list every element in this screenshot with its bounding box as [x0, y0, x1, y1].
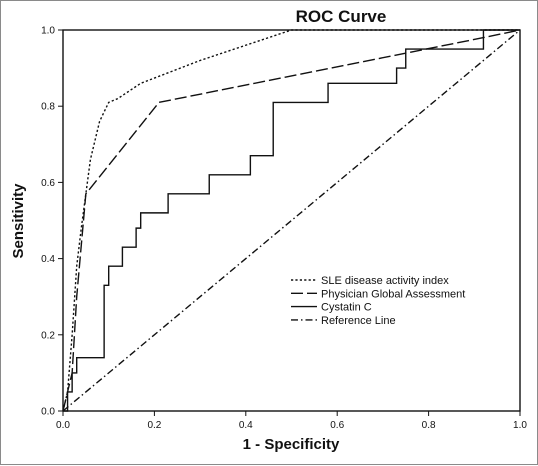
y-axis-title: Sensitivity [10, 183, 27, 259]
chart-title: ROC Curve [296, 7, 387, 26]
legend-entry: Physician Global Assessment [321, 288, 465, 300]
x-tick-label: 0.4 [239, 420, 253, 431]
x-tick-label: 0.8 [422, 420, 436, 431]
legend-entry: Cystatin C [321, 302, 372, 314]
y-tick-label: 0.4 [41, 254, 55, 265]
legend-entry: SLE disease activity index [321, 275, 449, 287]
x-tick-label: 0.2 [147, 420, 161, 431]
series-line-reference-line [62, 29, 521, 412]
y-tick-label: 1.0 [41, 26, 55, 37]
series-line-sle-disease-activity-index [62, 29, 520, 412]
x-tick-label: 1.0 [513, 420, 527, 431]
x-tick-label: 0.6 [330, 420, 344, 431]
x-axis-title: 1 - Specificity [243, 436, 340, 453]
legend-entry: Reference Line [321, 315, 396, 327]
y-tick-label: 0.6 [41, 178, 55, 189]
y-tick-label: 0.8 [41, 102, 55, 113]
series-line-cystatin-c [63, 29, 520, 412]
x-tick-label: 0.0 [56, 420, 70, 431]
y-tick-label: 0.0 [41, 407, 55, 418]
y-tick-label: 0.2 [41, 330, 55, 341]
